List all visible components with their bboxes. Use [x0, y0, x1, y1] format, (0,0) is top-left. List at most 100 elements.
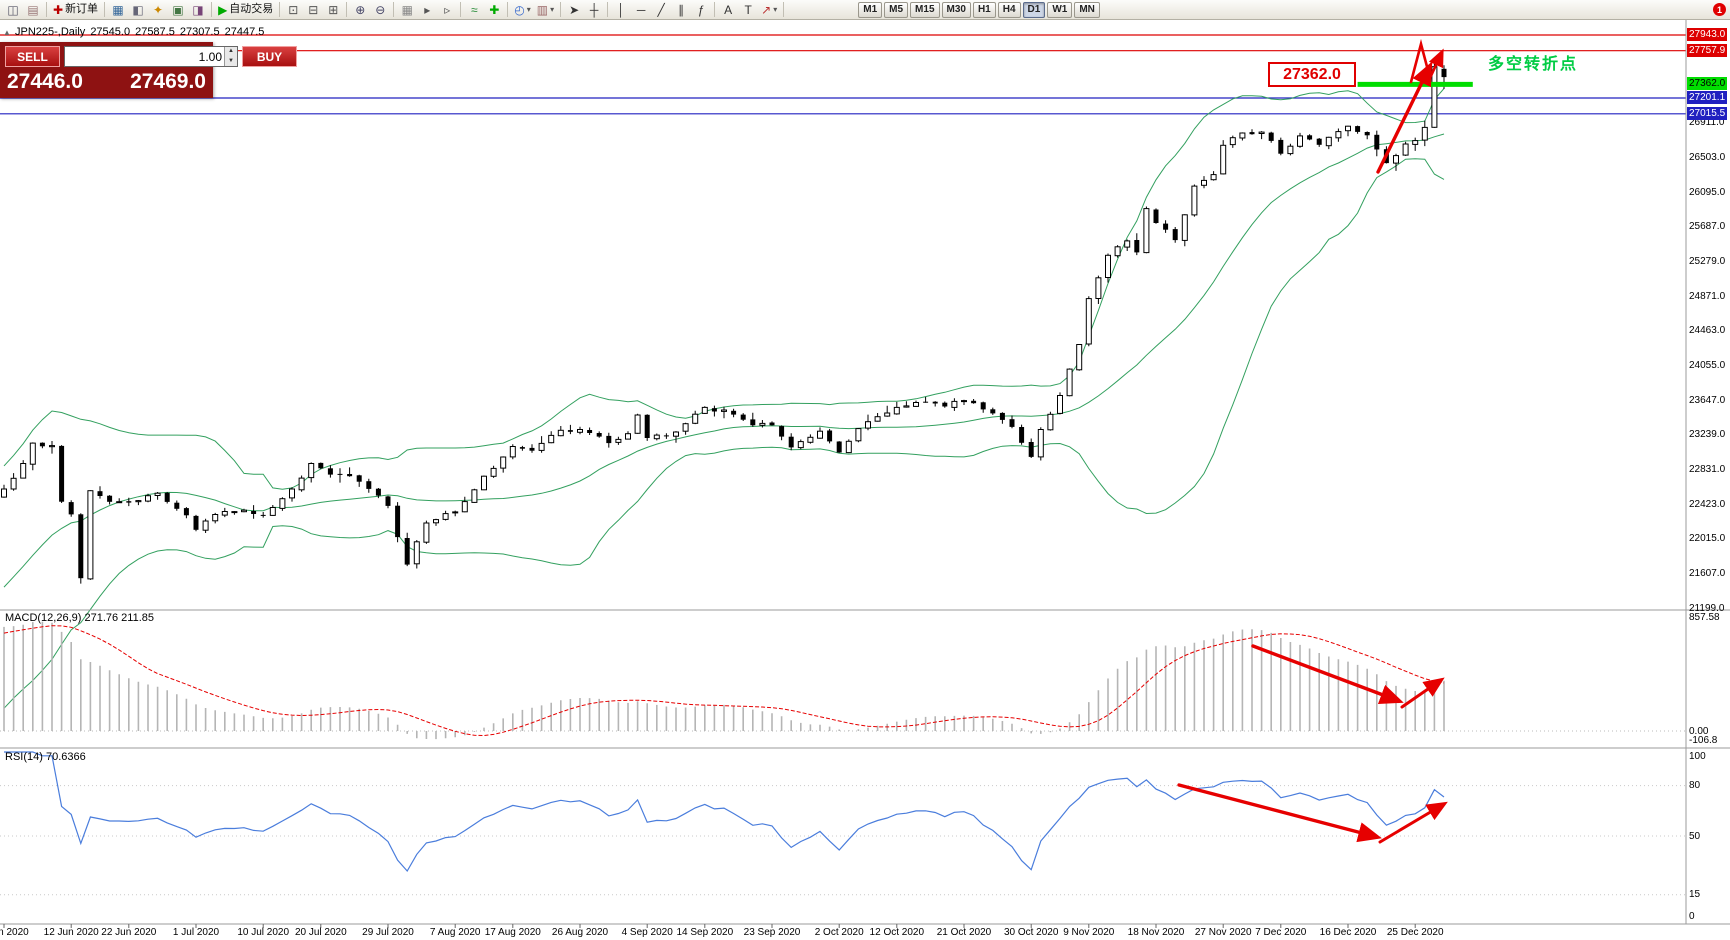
text-icon: A [724, 2, 733, 17]
strategy-tester-icon[interactable]: ◨ [188, 1, 208, 19]
chart-shift-icon[interactable]: ▹ [437, 1, 457, 19]
chart-window-icon[interactable]: ◫ [3, 1, 23, 19]
vertical-line-icon: │ [617, 2, 625, 17]
new-order-button[interactable]: ✚ 新订单 [50, 1, 101, 19]
periods-icon[interactable]: ◴ ▾ [511, 1, 534, 19]
fibonacci-icon[interactable]: ƒ [691, 1, 711, 19]
timeframe-h1-button[interactable]: H1 [972, 1, 996, 18]
sell-price: 27446.0 [7, 70, 83, 93]
macd-trend-arrow [1251, 644, 1404, 704]
cascade-windows-icon[interactable]: ⊡ [283, 1, 303, 19]
arrows-icon: ↗ [761, 2, 772, 17]
trendline-icon: ╱ [657, 2, 665, 17]
one-click-trading-panel: SELL ▲ ▼ BUY 27446.0 27469.0 [0, 42, 297, 98]
main-zigzag-arrow [1409, 38, 1444, 84]
rsi-up-arrow [1378, 801, 1448, 844]
horizontal-line-icon[interactable]: ─ [631, 1, 651, 19]
periods-icon: ◴ [514, 2, 525, 17]
cursor-icon[interactable]: ➤ [564, 1, 584, 19]
label-icon: T [744, 2, 752, 17]
text-icon[interactable]: A [718, 1, 738, 19]
channel-icon[interactable]: ∥ [671, 1, 691, 19]
tile-horizontally-icon: ⊟ [308, 2, 319, 17]
toolbar-separator [393, 2, 395, 17]
macd-up-arrow [1400, 677, 1445, 709]
data-window-icon[interactable]: ◧ [128, 1, 148, 19]
volume-spinner[interactable]: ▲ ▼ [224, 47, 237, 66]
toolbar-separator [104, 2, 106, 17]
toolbar-separator [560, 2, 562, 17]
timeframe-d1-button[interactable]: D1 [1022, 1, 1046, 18]
tile-vertically-icon: ⊞ [328, 2, 339, 17]
autotrading-button: ▶ [218, 2, 228, 17]
timeframe-w1-button[interactable]: W1 [1047, 1, 1073, 18]
templates-icon[interactable]: ▥ ▾ [534, 1, 557, 19]
trade-panel-prices: 27446.0 27469.0 [5, 70, 208, 94]
add-indicator-icon[interactable]: ✚ [484, 1, 504, 19]
auto-scroll-icon[interactable]: ▸ [417, 1, 437, 19]
spinner-up-icon[interactable]: ▲ [225, 47, 237, 57]
zoom-in-icon[interactable]: ⊕ [350, 1, 370, 19]
trendline-icon[interactable]: ╱ [651, 1, 671, 19]
timeframe-m1-button[interactable]: M1 [858, 1, 883, 18]
label-icon[interactable]: T [738, 1, 758, 19]
toolbar-separator [346, 2, 348, 17]
timeframe-m5-button[interactable]: M5 [884, 1, 909, 18]
main-trend-arrow [1376, 61, 1433, 174]
autotrading-button[interactable]: ▶ 自动交易 [215, 1, 276, 19]
toolbar-separator [211, 2, 213, 17]
cascade-windows-icon: ⊡ [288, 2, 299, 17]
terminal-icon[interactable]: ▣ [168, 1, 188, 19]
rsi-trend-arrow [1177, 783, 1382, 843]
tile-vertically-icon[interactable]: ⊞ [323, 1, 343, 19]
toolbar-separator [279, 2, 281, 17]
zoom-out-icon[interactable]: ⊖ [370, 1, 390, 19]
timeframe-m15-button[interactable]: M15 [910, 1, 940, 18]
notification-badge[interactable]: 1 [1713, 3, 1726, 16]
timeframe-mn-button[interactable]: MN [1074, 1, 1100, 18]
cursor-icon: ➤ [569, 2, 580, 17]
chevron-down-icon: ▾ [550, 4, 555, 14]
timeframe-h4-button[interactable]: H4 [997, 1, 1021, 18]
toolbar-separator [783, 2, 785, 17]
toolbar-separator [507, 2, 509, 17]
chevron-down-icon: ▾ [773, 4, 778, 14]
toolbar-separator [714, 2, 716, 17]
navigator-icon: ✦ [153, 2, 164, 17]
data-window-icon: ◧ [132, 2, 144, 17]
terminal-icon: ▣ [172, 2, 184, 17]
chevron-down-icon: ▾ [526, 4, 531, 14]
one-click-collapse-icon[interactable]: ▲ [3, 28, 11, 37]
toolbar-separator [460, 2, 462, 17]
crosshair-icon: ┼ [589, 2, 599, 17]
indicators-icon[interactable]: ≈ [464, 1, 484, 19]
grid-icon[interactable]: ▦ [397, 1, 417, 19]
horizontal-line-icon: ─ [636, 2, 646, 17]
zoom-out-icon: ⊖ [375, 2, 386, 17]
vertical-line-icon[interactable]: │ [611, 1, 631, 19]
timeframe-m30-button[interactable]: M30 [941, 1, 971, 18]
buy-button[interactable]: BUY [242, 46, 297, 67]
add-indicator-icon: ✚ [489, 2, 500, 17]
new-order-button: ✚ [53, 2, 64, 17]
chart-shift-icon: ▹ [444, 2, 451, 17]
sell-button[interactable]: SELL [5, 46, 60, 67]
toolbar-separator [46, 2, 47, 17]
volume-input[interactable] [65, 47, 224, 66]
market-watch-icon[interactable]: ▦ [108, 1, 128, 19]
indicators-icon: ≈ [471, 2, 478, 17]
arrows-icon[interactable]: ↗ ▾ [758, 1, 780, 19]
buy-price: 27469.0 [130, 70, 206, 93]
grid-icon: ▦ [401, 2, 413, 17]
navigator-icon[interactable]: ✦ [148, 1, 168, 19]
tile-horizontally-icon[interactable]: ⊟ [303, 1, 323, 19]
crosshair-icon[interactable]: ┼ [584, 1, 604, 19]
trade-panel-controls: SELL ▲ ▼ BUY [5, 46, 297, 67]
volume-field[interactable]: ▲ ▼ [64, 46, 238, 67]
auto-scroll-icon: ▸ [424, 2, 431, 17]
chart-profiles-icon[interactable]: ▤ [23, 1, 43, 19]
spinner-down-icon[interactable]: ▼ [225, 56, 237, 66]
market-watch-icon: ▦ [112, 2, 124, 17]
